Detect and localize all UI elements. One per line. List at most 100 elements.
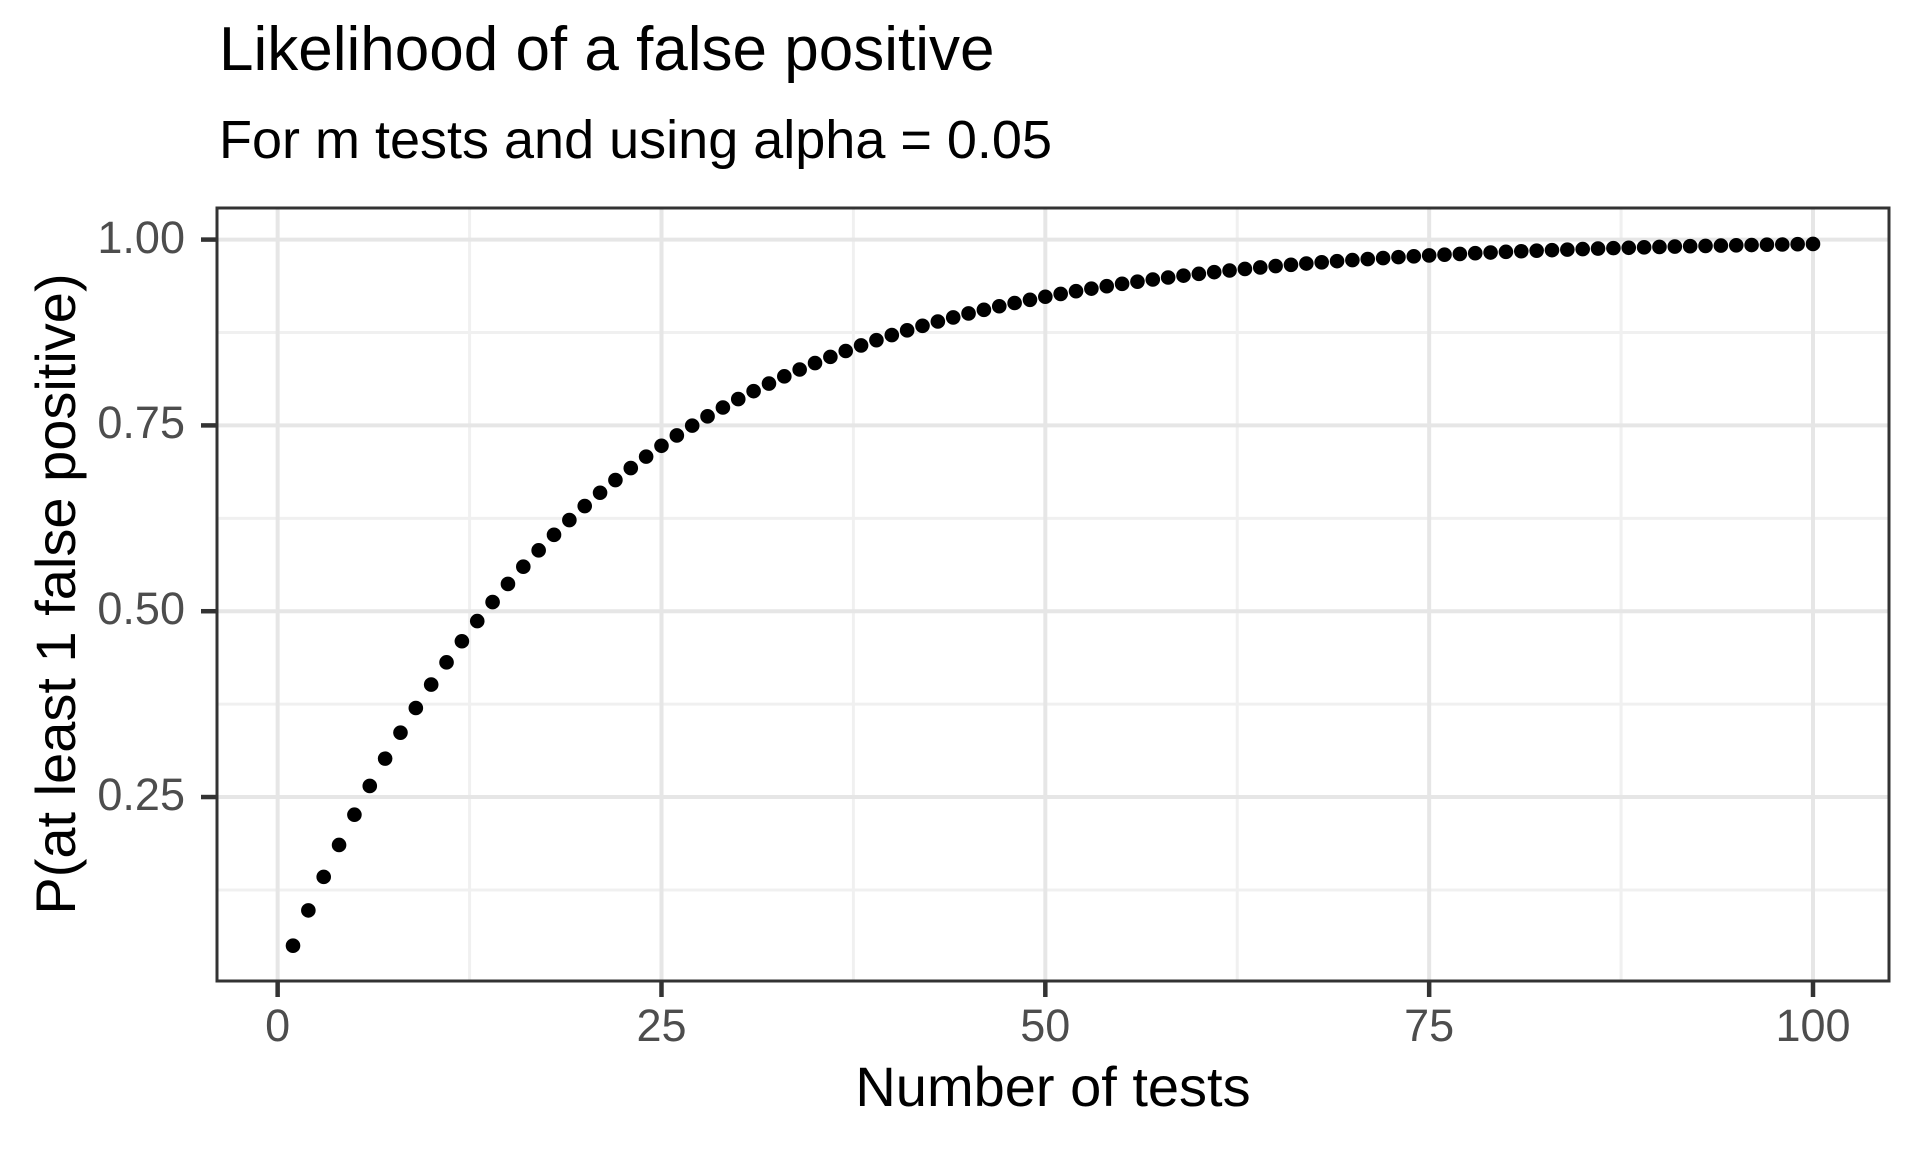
x-tick-label: 25: [636, 1000, 687, 1051]
data-point: [1575, 241, 1590, 257]
data-point: [1452, 246, 1468, 262]
data-point: [654, 438, 669, 454]
data-point: [362, 778, 378, 794]
data-point: [899, 323, 915, 338]
data-point: [1237, 261, 1253, 277]
data-point: [807, 355, 823, 371]
data-point: [1206, 264, 1222, 280]
data-point: [1299, 256, 1314, 271]
data-point: [592, 485, 608, 501]
data-point: [961, 306, 976, 321]
data-point: [1467, 245, 1483, 261]
data-point: [1068, 283, 1084, 299]
data-point: [347, 807, 362, 823]
data-point: [1483, 245, 1498, 260]
data-point: [562, 512, 577, 528]
data-point: [1176, 268, 1191, 283]
data-point: [838, 343, 854, 359]
data-point: [1022, 292, 1038, 308]
data-point: [1421, 248, 1437, 263]
data-point: [1544, 242, 1560, 258]
data-point: [1360, 251, 1376, 267]
data-point: [1682, 238, 1698, 254]
data-point: [1774, 237, 1790, 252]
data-point: [1268, 258, 1283, 274]
data-point: [761, 376, 777, 391]
data-point: [853, 338, 869, 353]
data-point: [1222, 263, 1237, 278]
data-point: [930, 314, 946, 329]
data-point: [469, 613, 485, 629]
data-point: [1744, 237, 1759, 253]
data-point: [393, 725, 408, 740]
data-point: [1560, 242, 1575, 257]
data-point: [991, 298, 1007, 314]
data-point: [454, 633, 470, 649]
data-point: [439, 655, 454, 670]
data-point: [1406, 249, 1422, 264]
panel-border: [215, 206, 1891, 983]
data-point: [684, 418, 700, 433]
data-point: [623, 460, 639, 476]
data-point: [1053, 286, 1068, 302]
panel-background: [217, 208, 1889, 981]
x-tick-label: 100: [1775, 1000, 1851, 1051]
data-point: [301, 903, 316, 918]
data-point: [546, 527, 562, 543]
data-point: [1130, 274, 1145, 289]
data-point: [531, 543, 546, 558]
data-point: [1160, 270, 1176, 285]
data-point: [1314, 255, 1329, 270]
data-point: [1652, 239, 1667, 255]
y-tick-label: 1.00: [97, 211, 185, 263]
data-point: [1345, 252, 1360, 268]
data-point: [1145, 272, 1161, 287]
data-point: [1805, 236, 1821, 252]
x-tick-label: 75: [1404, 1000, 1455, 1051]
data-point: [1437, 247, 1452, 262]
data-point: [1790, 236, 1805, 252]
data-point: [746, 383, 761, 399]
data-point: [823, 349, 838, 365]
data-point: [730, 391, 746, 407]
chart-subtitle: For m tests and using alpha = 0.05: [219, 110, 1052, 170]
data-point: [1375, 250, 1391, 266]
data-point: [423, 677, 439, 692]
data-point: [777, 369, 792, 384]
data-point: [1759, 237, 1775, 253]
data-point: [1084, 281, 1099, 296]
data-point: [1621, 240, 1637, 256]
data-point: [945, 310, 961, 325]
data-point: [1590, 241, 1606, 256]
y-tick-label: 0.25: [97, 769, 185, 821]
data-point: [1728, 238, 1744, 253]
data-point: [377, 751, 393, 766]
data-point: [1283, 257, 1299, 273]
data-point: [1252, 260, 1268, 275]
y-tick-label: 0.75: [97, 397, 185, 449]
data-point: [500, 576, 516, 592]
data-point: [1391, 249, 1406, 265]
data-point: [1713, 238, 1729, 253]
data-point: [700, 409, 715, 424]
data-point: [577, 498, 593, 514]
data-point: [1667, 239, 1683, 254]
data-point: [884, 327, 900, 343]
data-point: [1636, 240, 1652, 255]
data-point: [976, 302, 992, 318]
y-tick-label: 0.50: [97, 583, 185, 635]
x-tick-label: 0: [265, 1000, 291, 1051]
data-point: [1606, 240, 1621, 256]
data-point: [285, 938, 301, 953]
data-point: [638, 449, 654, 464]
data-point: [516, 559, 531, 575]
data-point: [715, 400, 731, 415]
data-point: [1114, 276, 1130, 292]
data-point: [1038, 289, 1053, 305]
data-point: [1329, 253, 1345, 269]
data-point: [669, 428, 685, 443]
data-point: [316, 869, 332, 885]
chart-title: Likelihood of a false positive: [219, 15, 995, 84]
data-point: [792, 362, 807, 377]
